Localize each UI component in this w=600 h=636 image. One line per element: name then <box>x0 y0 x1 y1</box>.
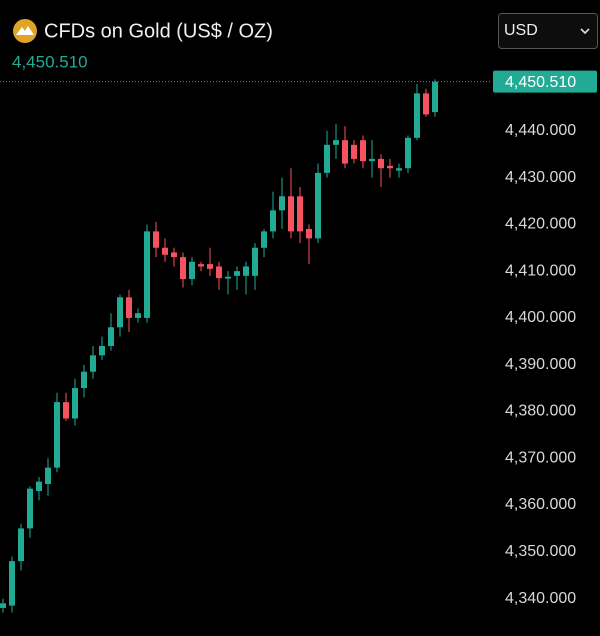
candle-body <box>171 252 177 258</box>
candle-body <box>333 140 339 145</box>
candle-body <box>144 231 150 318</box>
candle-body <box>81 371 87 389</box>
candle-body <box>225 276 231 279</box>
candle-body <box>261 231 267 248</box>
candle-body <box>0 603 6 608</box>
candle-body <box>135 313 141 318</box>
currency-select[interactable] <box>498 13 598 49</box>
candle-body <box>72 388 78 419</box>
y-tick-label: 4,410.000 <box>505 262 576 279</box>
candle-body <box>234 271 240 276</box>
y-tick-label: 4,380.000 <box>505 403 576 420</box>
candle-body <box>288 196 294 232</box>
candle-body <box>423 93 429 115</box>
y-tick-label: 4,340.000 <box>505 590 576 607</box>
candle-body <box>243 266 249 276</box>
candle-body <box>207 264 213 269</box>
candle-body <box>297 196 303 232</box>
current-price: 4,450.510 <box>12 52 88 71</box>
y-tick-label: 4,440.000 <box>505 122 576 139</box>
y-tick-label: 4,390.000 <box>505 356 576 373</box>
candle-body <box>342 140 348 164</box>
candle-body <box>351 144 357 159</box>
y-tick-label: 4,360.000 <box>505 496 576 513</box>
last-price-label: 4,450.510 <box>505 74 576 91</box>
candle-body <box>45 467 51 484</box>
currency-label[interactable]: USD <box>504 22 538 39</box>
candle-body <box>396 168 402 171</box>
dropdown-chevron[interactable] <box>580 28 590 35</box>
candle-body <box>279 196 285 211</box>
y-tick-label: 4,400.000 <box>505 309 576 326</box>
candle-body <box>189 261 195 280</box>
y-tick-label: 4,430.000 <box>505 169 576 186</box>
last-price-tag <box>493 70 597 93</box>
candle-body <box>90 355 96 372</box>
candle-body <box>99 345 105 356</box>
candle-body <box>387 165 393 169</box>
candle-body <box>369 158 375 162</box>
candle-body <box>360 140 366 162</box>
y-tick-label: 4,370.000 <box>505 449 576 466</box>
candle-body <box>180 257 186 280</box>
candle-body <box>36 481 42 491</box>
candle-body <box>378 158 384 169</box>
candle-body <box>162 247 168 255</box>
candle-body <box>9 561 15 606</box>
candle-body <box>198 264 204 267</box>
chart-title: CFDs on Gold (US$ / OZ) <box>44 20 273 42</box>
candle-body <box>54 402 60 468</box>
candle-body <box>153 231 159 248</box>
candle-body <box>306 229 312 239</box>
y-tick-label: 4,350.000 <box>505 543 576 560</box>
candle-body <box>63 402 69 419</box>
y-tick-label: 4,420.000 <box>505 216 576 233</box>
candle-body <box>324 144 330 173</box>
gold-icon-mark <box>16 26 34 35</box>
candle-body <box>108 327 114 346</box>
candle-body <box>432 81 438 113</box>
candle-body <box>252 247 258 276</box>
candle-body <box>315 172 321 239</box>
candle-body <box>126 297 132 318</box>
candle-body <box>18 528 24 562</box>
candle-body <box>414 93 420 138</box>
candle-body <box>117 297 123 328</box>
candle-body <box>405 137 411 169</box>
candle-body <box>270 210 276 232</box>
candle-body <box>216 266 222 279</box>
candle-body <box>27 488 33 529</box>
